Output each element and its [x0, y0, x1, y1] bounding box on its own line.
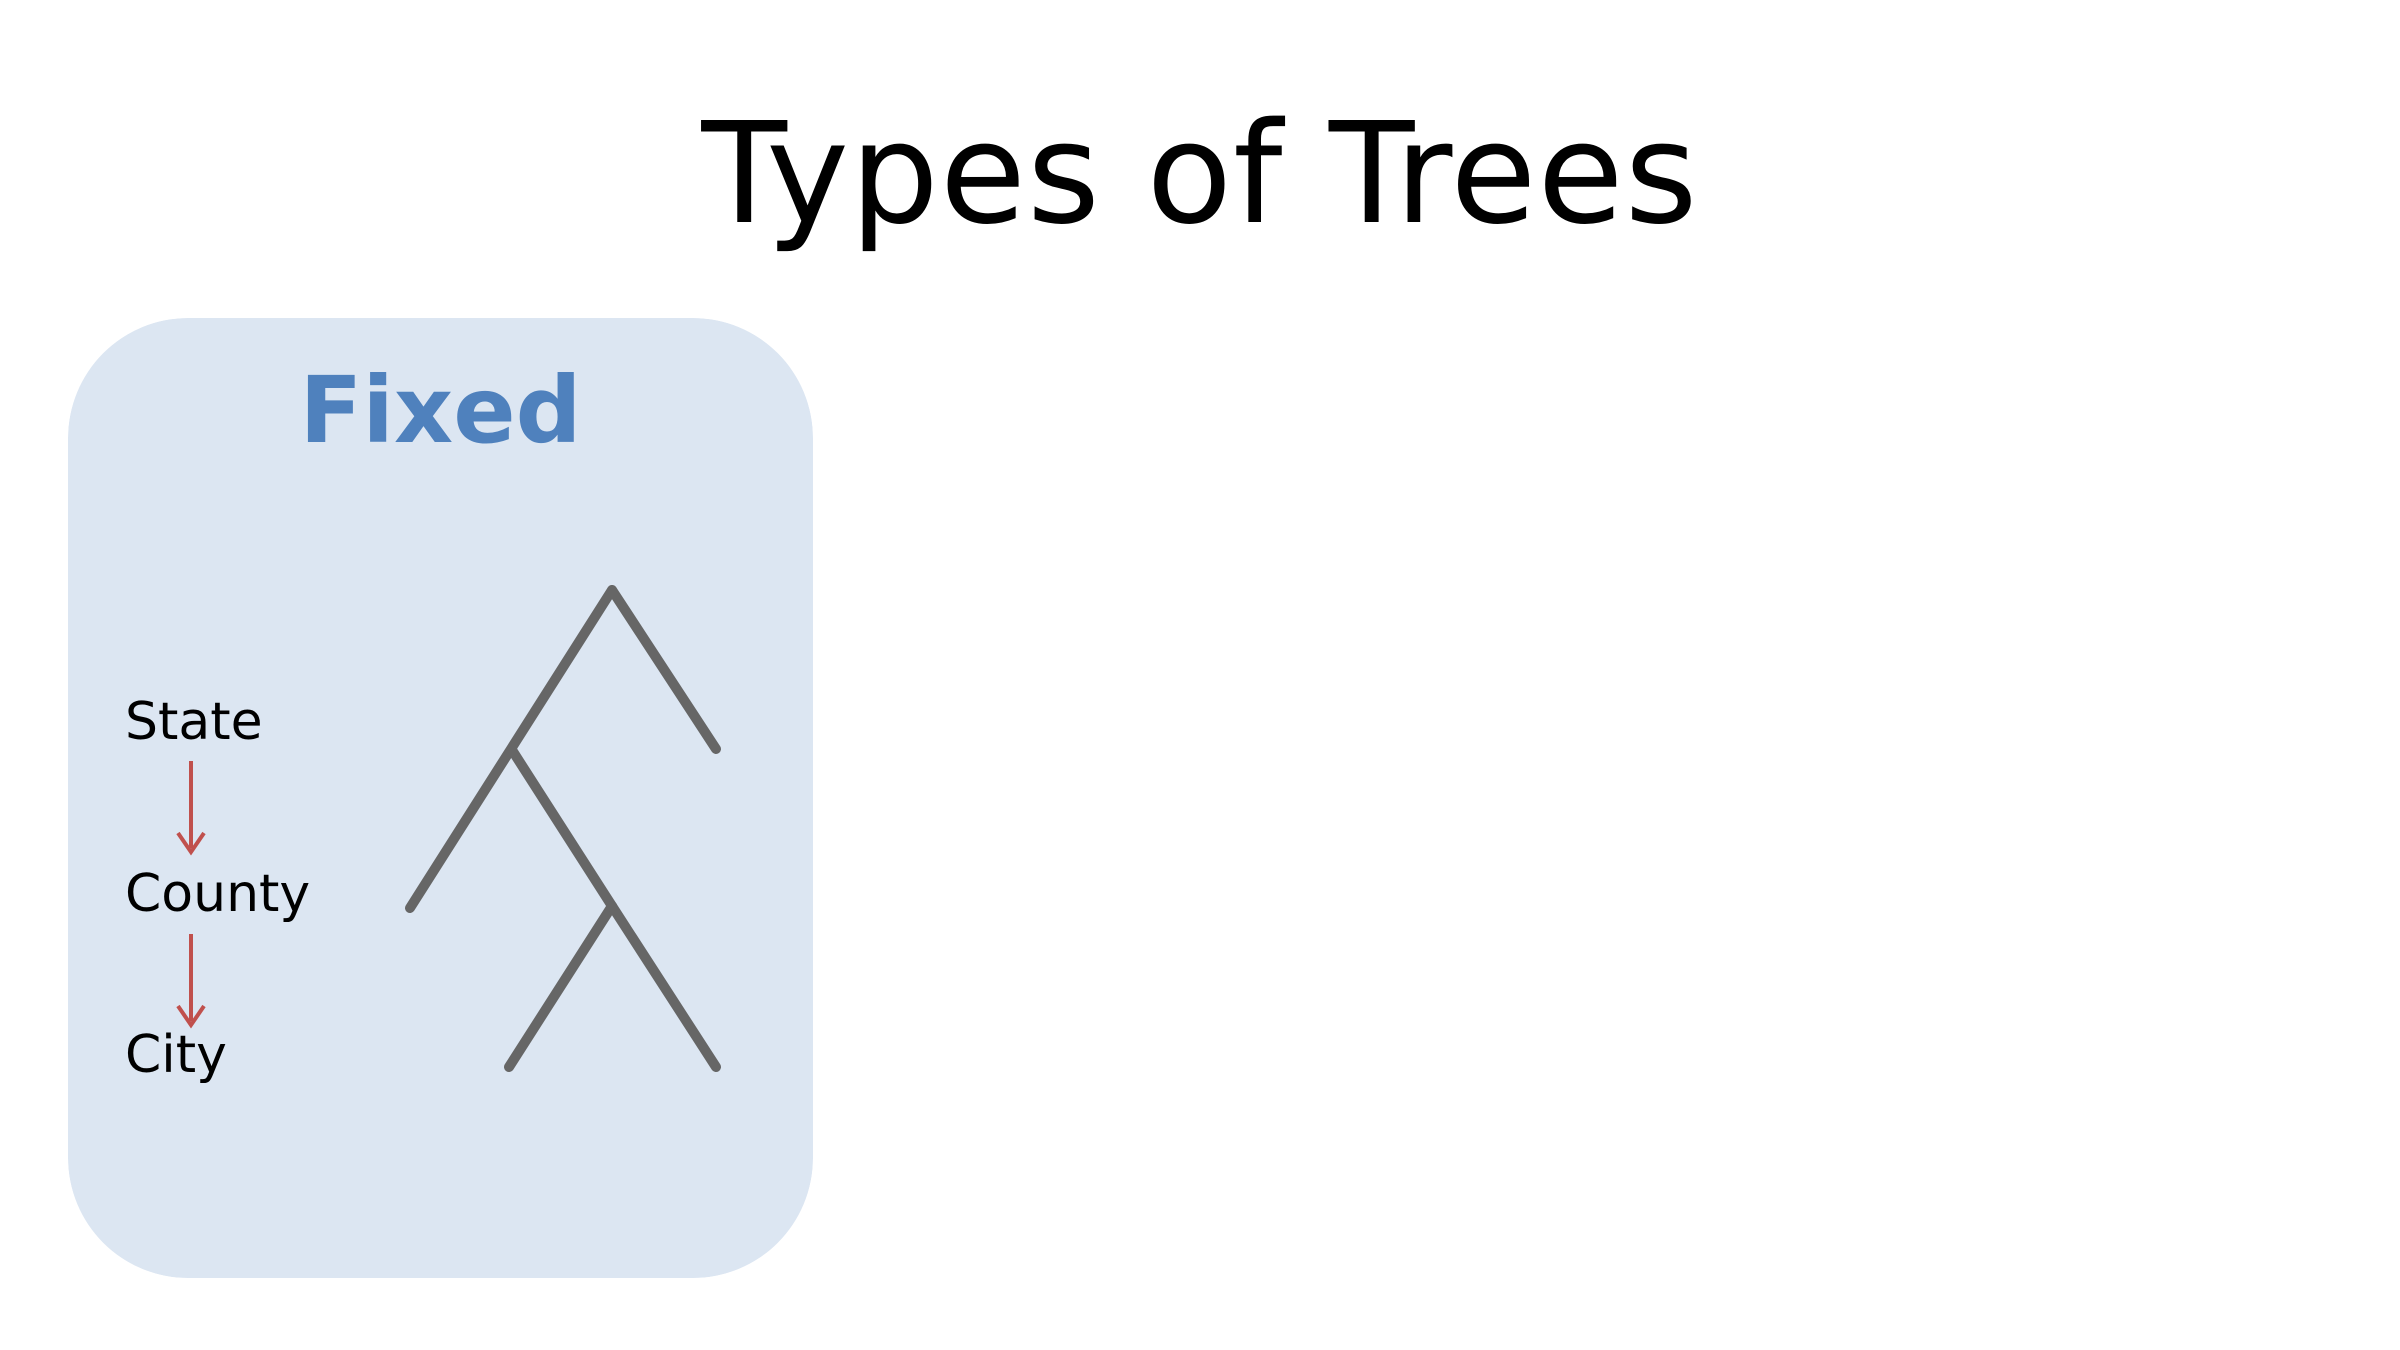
- slide-title: Types of Trees: [701, 93, 1699, 256]
- hierarchy-level-state: State: [125, 692, 263, 752]
- arrow-head-state-to-county: [176, 831, 206, 856]
- tree-edge-left-to-county-split: [507, 745, 617, 911]
- fixed-tree-diagram: [176, 585, 721, 1072]
- arrow-head-county-to-city: [176, 1004, 206, 1029]
- tree-edge-root-to-right: [607, 585, 721, 754]
- panel-heading: Fixed: [299, 357, 582, 464]
- hierarchy-level-city: City: [125, 1025, 227, 1085]
- tree-edge-county-split-to-city-right: [607, 901, 721, 1072]
- fixed-tree-panel: Fixed State County City: [68, 318, 813, 1278]
- tree-edge-county-split-to-city-left: [504, 901, 617, 1072]
- hierarchy-level-county: County: [125, 864, 311, 924]
